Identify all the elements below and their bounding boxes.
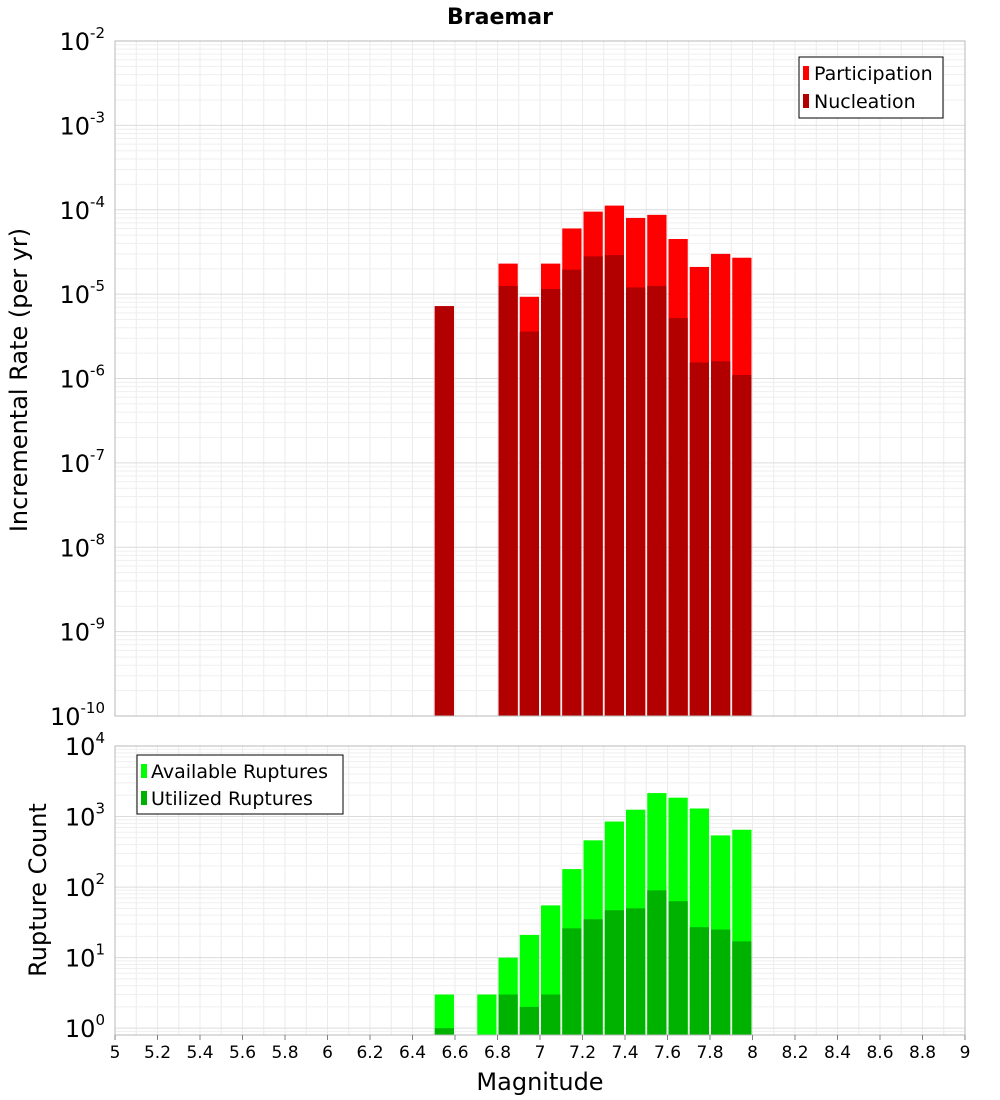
top-legend: Participation Nucleation [798,56,944,119]
top-y-axis-label: Incremental Rate (per yr) [5,228,33,532]
bottom-plot-y-ticks: 100 101 102 103 104 [65,729,105,1043]
legend-nucleation-label: Nucleation [814,91,916,113]
top-bar-nucleation [562,269,582,716]
top-bar-nucleation [668,318,688,716]
y-tick-label: 10-8 [59,530,105,562]
x-tick-label: 8 [747,1043,758,1063]
bottom-bar-utilized-ruptures [583,919,603,1035]
x-tick-label: 7.6 [654,1043,681,1063]
bottom-plot-gridlines [114,746,966,1036]
x-tick-label: 7.4 [611,1043,638,1063]
y-tick-label: 10-3 [59,108,105,140]
x-tick-label: 8.6 [866,1043,893,1063]
top-plot-y-ticks: 10-10 10-9 10-8 10-7 10-6 10-5 10-4 10-3 10-2 [50,24,105,731]
x-axis-label: Magnitude [476,1068,603,1096]
top-bar-nucleation [604,255,624,716]
bottom-bar-utilized-ruptures [647,890,667,1035]
x-tick-label: 6.8 [484,1043,511,1063]
bottom-bar-utilized-ruptures [519,1006,539,1035]
legend-participation-label: Participation [814,63,933,85]
top-bar-nucleation [434,306,454,716]
top-bar-nucleation [626,287,646,716]
bottom-legend: Available Ruptures Utilized Ruptures [136,754,344,815]
bottom-bar-utilized-ruptures [604,910,624,1035]
bottom-bar-utilized-ruptures [668,901,688,1035]
legend-available-swatch [141,764,147,778]
legend-participation-swatch [803,66,809,80]
bottom-bar-utilized-ruptures [434,1028,454,1035]
x-tick-label: 8.8 [909,1043,936,1063]
top-bar-nucleation [541,289,561,716]
x-tick-label: 5.2 [144,1043,171,1063]
top-plot-area [114,40,966,717]
bottom-bar-utilized-ruptures [732,941,752,1035]
y-tick-label: 10-7 [59,446,105,478]
bottom-bar-utilized-ruptures [626,908,646,1035]
y-tick-label: 10-10 [50,699,105,731]
bottom-bar-available-ruptures [434,994,454,1035]
x-tick-label: 8.4 [824,1043,851,1063]
x-tick-label: 6.2 [356,1043,383,1063]
top-bar-nucleation [732,375,752,716]
top-bar-nucleation [711,361,731,716]
top-bar-nucleation [583,256,603,716]
bottom-plot-bars [434,793,752,1035]
top-bar-nucleation [647,285,667,716]
x-tick-label: 5 [110,1043,121,1063]
x-tick-label: 7.2 [569,1043,596,1063]
legend-available-label: Available Ruptures [151,761,328,783]
y-tick-label: 10-9 [59,615,105,647]
y-tick-label: 10-5 [59,277,105,309]
top-plot-bars [434,205,752,716]
top-plot-gridlines [114,41,966,717]
top-bar-nucleation [519,331,539,716]
x-tick-label: 7 [535,1043,546,1063]
legend-nucleation-swatch [803,94,809,108]
x-tick-label: 6 [322,1043,333,1063]
legend-utilized-label: Utilized Ruptures [151,788,313,810]
x-tick-label: 9 [960,1043,971,1063]
y-tick-label: 104 [65,729,105,761]
bottom-bar-utilized-ruptures [562,928,582,1035]
bottom-bar-utilized-ruptures [711,929,731,1035]
y-tick-label: 100 [65,1011,105,1043]
x-tick-label: 5.6 [229,1043,256,1063]
bottom-bar-utilized-ruptures [689,927,709,1035]
y-tick-label: 102 [65,870,105,902]
x-axis-ticks: 5 5.2 5.4 5.6 5.8 6 6.2 6.4 6.6 6.8 7 7.2 7.4 7.6 7.8 8… [110,1035,971,1063]
x-tick-label: 8.2 [781,1043,808,1063]
top-bar-nucleation [689,362,709,716]
y-tick-label: 10-4 [59,193,105,225]
y-tick-label: 101 [65,941,105,973]
x-tick-label: 5.8 [271,1043,298,1063]
chart-title: Braemar [447,5,553,30]
bottom-y-axis-label: Rupture Count [24,803,52,977]
top-bar-nucleation [498,285,518,716]
legend-utilized-swatch [141,791,147,805]
y-tick-label: 10-6 [59,362,105,394]
x-tick-label: 5.4 [186,1043,213,1063]
x-tick-label: 7.8 [696,1043,723,1063]
x-tick-label: 6.4 [399,1043,426,1063]
bottom-bar-utilized-ruptures [498,994,518,1035]
y-tick-label: 103 [65,800,105,832]
bottom-bar-available-ruptures [477,994,497,1035]
y-tick-label: 10-2 [59,24,105,56]
bottom-bar-utilized-ruptures [541,994,561,1035]
x-tick-label: 6.6 [441,1043,468,1063]
